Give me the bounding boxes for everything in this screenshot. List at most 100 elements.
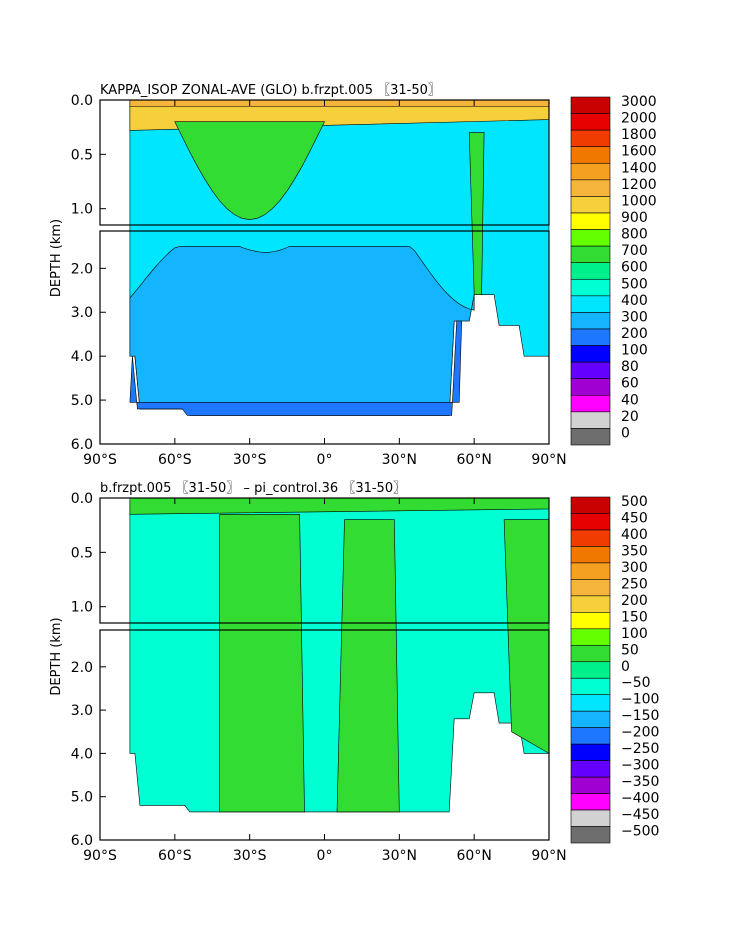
y-tick-label: 0.5 <box>71 545 93 561</box>
y-tick-label: 4.0 <box>71 349 93 365</box>
x-tick-label: 60°N <box>457 452 492 468</box>
colorbar-swatch <box>570 428 611 446</box>
colorbar-label: 80 <box>621 359 639 375</box>
chart-title: KAPPA_ISOP ZONAL-AVE (GLO) b.frzpt.005 〖… <box>100 83 441 98</box>
colorbar-swatch <box>570 162 611 181</box>
colorbar-label: 100 <box>621 626 648 642</box>
colorbar-label: −400 <box>621 791 659 807</box>
y-tick-label: 1.0 <box>71 202 93 218</box>
colorbar-label: 60 <box>621 376 639 392</box>
colorbar-swatch <box>570 710 611 728</box>
colorbar-label: 150 <box>621 609 648 625</box>
colorbar-label: −100 <box>621 692 659 708</box>
y-tick-label: 2.0 <box>71 261 93 277</box>
colorbar-label: 0 <box>621 425 630 441</box>
colorbar-swatch <box>570 529 611 547</box>
y-tick-label: 3.0 <box>71 305 93 321</box>
colorbar-label: 900 <box>621 210 648 226</box>
colorbar-label: 1200 <box>621 177 657 193</box>
field-green-west <box>219 513 305 813</box>
colorbar-label: −150 <box>621 708 659 724</box>
y-tick-label: 5.0 <box>71 790 93 806</box>
y-tick-label: 0.0 <box>71 491 93 507</box>
colorbar-swatch <box>570 312 611 330</box>
colorbar-swatch <box>570 743 611 761</box>
colorbar-swatch <box>570 378 611 396</box>
colorbar-label: 1000 <box>621 193 657 209</box>
colorbar-swatch <box>570 694 611 712</box>
colorbar-swatch <box>570 129 611 148</box>
y-tick-label: 3.0 <box>71 703 93 719</box>
colorbar-swatch <box>570 229 611 247</box>
colorbar-label: −350 <box>621 774 659 790</box>
colorbar-swatch <box>570 644 611 663</box>
y-tick-label: 6.0 <box>71 437 93 453</box>
colorbar-label: 200 <box>621 326 648 342</box>
y-tick-label: 4.0 <box>71 746 93 762</box>
colorbar-label: 350 <box>621 543 648 559</box>
colorbar-label: 1600 <box>621 144 657 160</box>
colorbar-label: 1800 <box>621 127 657 143</box>
colorbar-swatch <box>570 661 611 679</box>
colorbar-label: −300 <box>621 758 659 774</box>
x-tick-label: 90°N <box>531 848 566 864</box>
x-tick-label: 30°N <box>382 452 417 468</box>
x-tick-label: 30°S <box>233 848 267 864</box>
y-tick-label: 2.0 <box>71 660 93 676</box>
colorbar-label: 1400 <box>621 160 657 176</box>
colorbar-swatch <box>570 295 611 313</box>
colorbar-swatch <box>570 612 611 630</box>
colorbar-label: 250 <box>621 576 648 592</box>
colorbar-swatch <box>570 760 611 778</box>
colorbar-swatch <box>570 513 611 531</box>
x-tick-label: 90°S <box>83 848 117 864</box>
colorbar-label: 300 <box>621 309 648 325</box>
x-tick-label: 30°S <box>233 452 267 468</box>
y-axis-label: DEPTH (km) <box>49 617 64 695</box>
colorbar-label: 0 <box>621 659 630 675</box>
plot-field <box>129 99 550 416</box>
colorbar-swatch <box>570 562 611 580</box>
colorbar-swatch <box>570 361 611 380</box>
colorbar-swatch <box>570 727 611 745</box>
y-tick-label: 1.0 <box>71 600 93 616</box>
colorbar-swatch <box>570 411 611 429</box>
colorbar-label: 800 <box>621 227 648 243</box>
field-bottom <box>129 320 463 416</box>
colorbar-label: 200 <box>621 593 648 609</box>
colorbar-swatch <box>570 245 611 264</box>
colorbar-label: 500 <box>621 276 648 292</box>
field-green-north <box>468 132 485 296</box>
colorbar-label: 450 <box>621 510 648 526</box>
x-tick-label: 0° <box>317 452 333 468</box>
colorbar-label: 500 <box>621 494 648 510</box>
colorbar-label: 20 <box>621 409 639 425</box>
y-tick-label: 0.0 <box>71 93 93 109</box>
colorbar-swatch <box>570 179 611 197</box>
y-axis-label: DEPTH (km) <box>49 219 64 297</box>
colorbar-label: 400 <box>621 293 648 309</box>
colorbar-label: 400 <box>621 527 648 543</box>
x-tick-label: 60°S <box>158 452 192 468</box>
colorbar-swatch <box>570 345 611 363</box>
colorbar-swatch <box>570 96 611 114</box>
field-green-north <box>503 519 550 754</box>
colorbar-swatch <box>570 628 611 646</box>
colorbar-swatch <box>570 579 611 597</box>
x-tick-label: 90°S <box>83 452 117 468</box>
x-tick-label: 0° <box>317 848 333 864</box>
colorbar-label: −50 <box>621 675 651 691</box>
colorbar-swatch <box>570 496 611 514</box>
colorbar-label: −500 <box>621 824 659 840</box>
colorbar-swatch <box>570 826 611 844</box>
chart-panel-2: b.frzpt.005 〖31-50〗 – pi_control.36 〖31-… <box>49 481 659 864</box>
colorbar-label: 300 <box>621 560 648 576</box>
colorbar-swatch <box>570 113 611 131</box>
chart-panel-1: KAPPA_ISOP ZONAL-AVE (GLO) b.frzpt.005 〖… <box>49 83 657 468</box>
x-tick-label: 30°N <box>382 848 417 864</box>
colorbar-swatch <box>570 793 611 811</box>
colorbar-swatch <box>570 212 611 230</box>
colorbar-swatch <box>570 394 611 413</box>
colorbar-swatch <box>570 146 611 164</box>
